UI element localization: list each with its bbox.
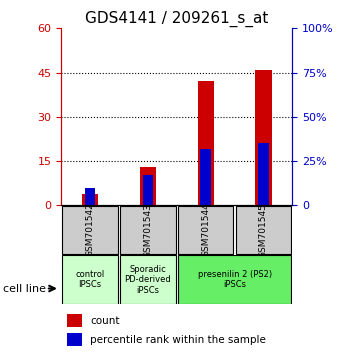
Text: count: count [90, 316, 120, 326]
Bar [178, 206, 234, 255]
Bar [62, 206, 118, 255]
Text: GSM701542: GSM701542 [86, 203, 95, 257]
Bar [82, 194, 98, 205]
Bar [85, 188, 95, 205]
Text: presenilin 2 (PS2)
iPSCs: presenilin 2 (PS2) iPSCs [198, 270, 272, 289]
Text: GSM701544: GSM701544 [201, 203, 210, 257]
Bar [178, 255, 291, 304]
Text: GSM701545: GSM701545 [259, 202, 268, 258]
Bar [140, 167, 156, 205]
Bar [198, 81, 214, 205]
Bar [120, 255, 176, 304]
Text: cell line: cell line [3, 284, 46, 293]
Bar [67, 314, 82, 327]
Title: GDS4141 / 209261_s_at: GDS4141 / 209261_s_at [85, 11, 269, 27]
Text: Sporadic
PD-derived
iPSCs: Sporadic PD-derived iPSCs [124, 265, 171, 295]
Text: percentile rank within the sample: percentile rank within the sample [90, 335, 266, 345]
Bar [255, 70, 272, 205]
Bar [120, 206, 176, 255]
Bar [258, 143, 269, 205]
Bar [62, 255, 118, 304]
Bar [236, 206, 291, 255]
Bar [201, 149, 211, 205]
Text: control
IPSCs: control IPSCs [75, 270, 105, 289]
Bar [143, 175, 153, 205]
Text: GSM701543: GSM701543 [143, 202, 152, 258]
Bar [67, 333, 82, 346]
